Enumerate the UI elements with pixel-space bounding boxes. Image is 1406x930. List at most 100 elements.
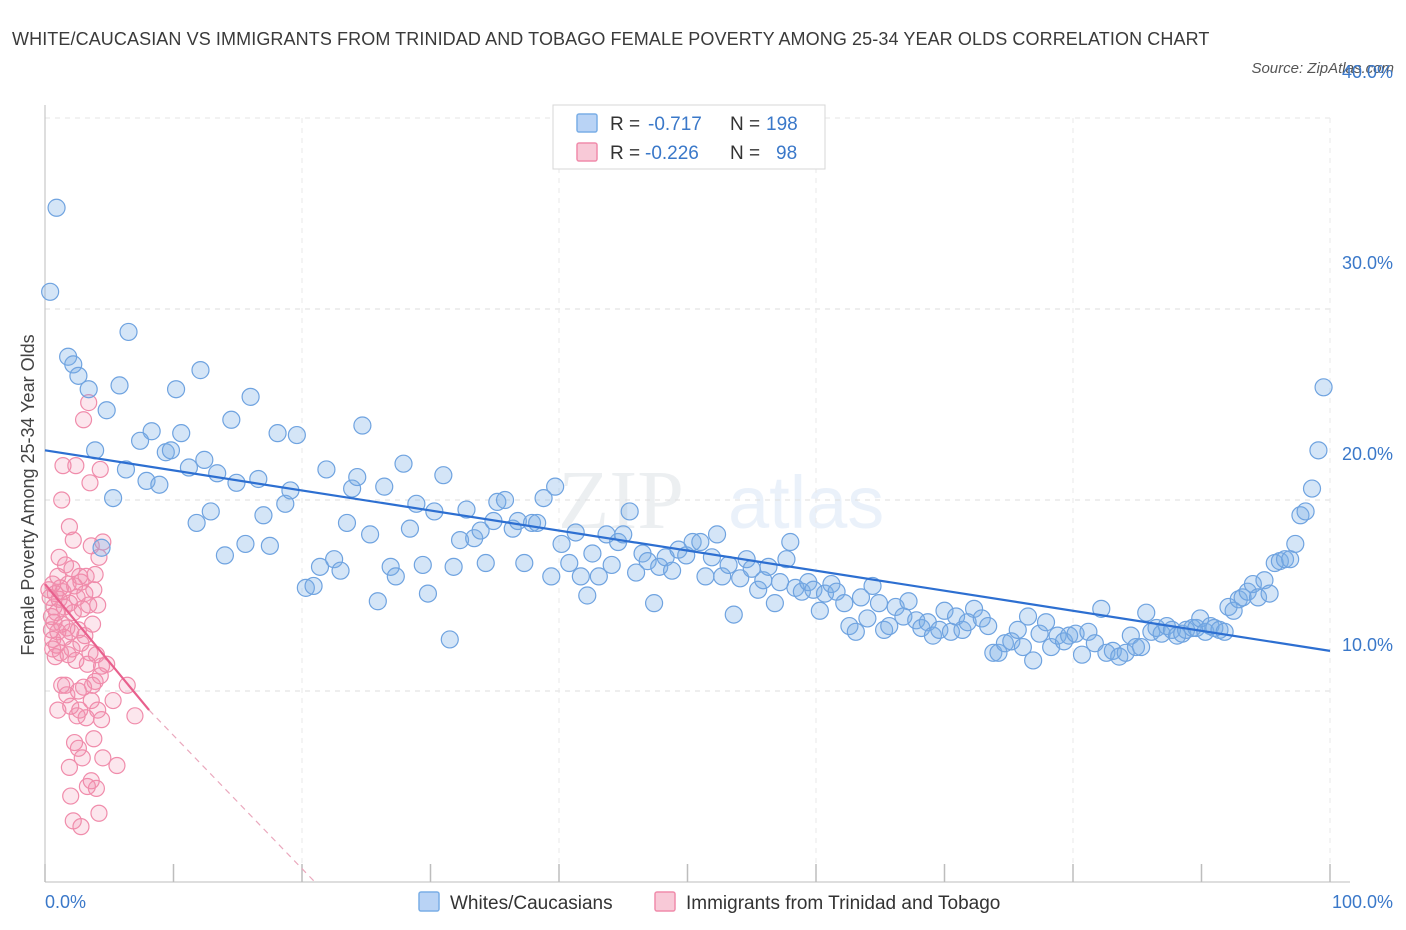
point-white-caucasian — [804, 580, 823, 599]
bottom-legend-label-blue: Whites/Caucasians — [450, 893, 613, 914]
point-white-caucasian — [97, 401, 116, 420]
legend-n-value-pink: 98 — [776, 143, 797, 164]
point-white-caucasian — [815, 584, 835, 603]
point-white-caucasian — [276, 494, 295, 513]
trend-line-white-caucasian — [44, 449, 1331, 652]
point-white-caucasian — [1036, 613, 1056, 632]
point-white-caucasian — [161, 441, 181, 460]
point-white-caucasian — [662, 561, 682, 580]
bottom-legend-swatch-blue — [418, 891, 440, 912]
point-white-caucasian — [172, 424, 191, 443]
point-white-caucasian — [104, 488, 123, 508]
point-white-caucasian — [1302, 479, 1322, 498]
point-trinidad-tobago — [53, 676, 71, 694]
point-trinidad-tobago — [67, 457, 85, 475]
trend-lines — [44, 449, 1331, 883]
point-white-caucasian — [222, 410, 241, 429]
point-white-caucasian — [187, 513, 206, 533]
bottom-legend-label-pink: Immigrants from Trinidad and Tobago — [686, 893, 1000, 914]
point-white-caucasian — [1260, 584, 1279, 603]
x-tick-label-min: 0.0% — [45, 892, 86, 912]
point-white-caucasian — [92, 538, 111, 557]
point-trinidad-tobago — [64, 531, 82, 549]
axes — [44, 105, 1350, 883]
point-white-caucasian — [331, 561, 350, 580]
point-trinidad-tobago — [83, 615, 102, 633]
point-white-caucasian — [1126, 637, 1146, 657]
legend-n-label-pink: N = — [730, 143, 760, 164]
point-white-caucasian — [241, 387, 260, 406]
point-white-caucasian — [696, 567, 715, 586]
point-trinidad-tobago — [69, 739, 88, 757]
point-white-caucasian — [626, 563, 646, 582]
point-white-caucasian — [1002, 632, 1021, 651]
point-white-caucasian — [1132, 637, 1151, 657]
point-white-caucasian — [476, 553, 495, 573]
point-white-caucasian — [1030, 624, 1049, 643]
point-white-caucasian — [1013, 637, 1032, 657]
point-white-caucasian — [583, 544, 602, 563]
point-white-caucasian — [191, 361, 210, 380]
point-white-caucasian — [1024, 651, 1043, 670]
point-white-caucasian — [989, 643, 1008, 662]
trend-line-trinidad-tobago-extension — [148, 709, 316, 883]
point-white-caucasian — [1281, 550, 1300, 569]
point-white-caucasian — [880, 616, 899, 636]
tick-labels: 10.0% 20.0% 30.0% 40.0% 0.0% 100.0% — [45, 62, 1393, 912]
legend-n-value-blue: 198 — [766, 114, 798, 135]
point-white-caucasian — [1060, 626, 1079, 645]
point-trinidad-tobago — [92, 711, 111, 729]
legend-swatch-blue — [576, 113, 598, 133]
point-white-caucasian — [400, 519, 420, 538]
point-white-caucasian — [702, 548, 722, 567]
point-trinidad-tobago — [60, 518, 79, 536]
point-white-caucasian — [930, 620, 949, 639]
point-trinidad-tobago — [44, 640, 62, 658]
point-trinidad-tobago — [74, 411, 93, 429]
point-white-caucasian — [724, 605, 743, 624]
point-trinidad-tobago — [81, 474, 99, 492]
point-white-caucasian — [869, 594, 889, 613]
legend-swatch-pink — [576, 142, 598, 162]
point-white-caucasian — [260, 536, 279, 555]
point-white-caucasian — [375, 477, 394, 496]
point-white-caucasian — [1215, 622, 1234, 641]
point-white-caucasian — [614, 525, 633, 544]
point-white-caucasian — [644, 594, 664, 613]
point-trinidad-tobago — [54, 457, 72, 475]
point-white-caucasian — [1255, 571, 1274, 590]
point-white-caucasian — [578, 586, 597, 605]
point-white-caucasian — [1092, 599, 1111, 618]
point-white-caucasian — [602, 555, 621, 575]
y-tick-label: 30.0% — [1342, 253, 1393, 273]
point-white-caucasian — [995, 634, 1014, 653]
point-white-caucasian — [236, 534, 255, 554]
point-white-caucasian — [810, 601, 829, 620]
point-white-caucasian — [1191, 609, 1210, 628]
point-trinidad-tobago — [49, 701, 67, 719]
point-white-caucasian — [394, 454, 413, 473]
point-white-caucasian — [69, 366, 88, 385]
point-white-caucasian — [777, 550, 796, 569]
point-white-caucasian — [495, 490, 515, 510]
point-white-caucasian — [227, 473, 246, 492]
point-trinidad-tobago — [82, 691, 100, 710]
point-white-caucasian — [935, 601, 954, 620]
point-white-caucasian — [337, 513, 357, 533]
bottom-legend: Whites/Caucasians Immigrants from Trinid… — [418, 891, 1000, 914]
point-trinidad-tobago — [90, 804, 108, 822]
legend-r-label-pink: R = — [610, 143, 640, 164]
point-trinidad-tobago — [80, 393, 98, 412]
point-trinidad-tobago — [108, 756, 126, 775]
y-tick-label: 40.0% — [1342, 62, 1393, 82]
point-trinidad-tobago — [89, 701, 107, 719]
point-trinidad-tobago — [62, 697, 80, 715]
bottom-legend-swatch-pink — [654, 891, 676, 912]
point-white-caucasian — [142, 422, 161, 441]
point-white-caucasian — [471, 521, 490, 540]
point-white-caucasian — [964, 599, 984, 618]
point-trinidad-tobago — [72, 818, 90, 836]
point-trinidad-tobago — [98, 655, 116, 673]
point-white-caucasian — [119, 322, 138, 342]
